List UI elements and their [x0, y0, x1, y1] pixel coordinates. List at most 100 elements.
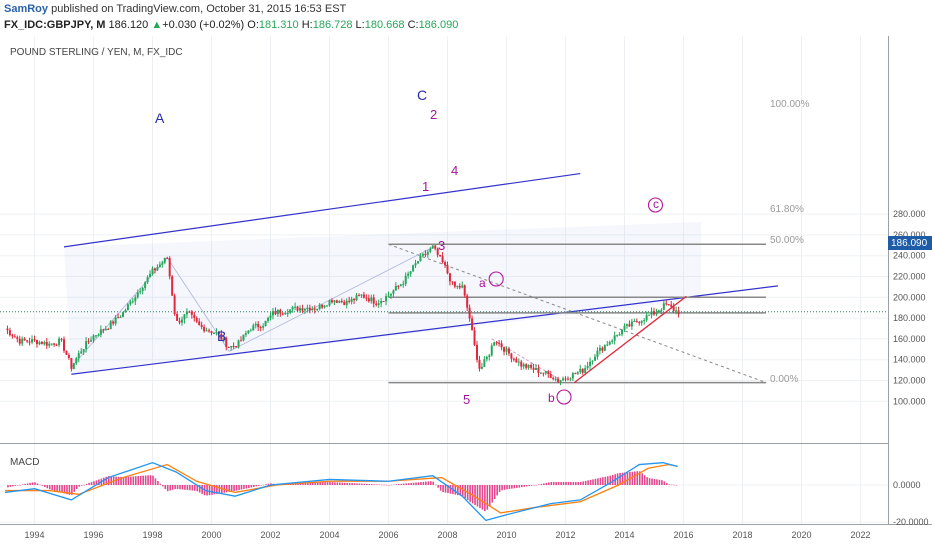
macd-histogram-bar	[665, 483, 668, 485]
candle-body	[294, 306, 297, 308]
price-change: +0.030 (+0.02%)	[162, 19, 245, 31]
macd-histogram-bar	[346, 482, 348, 485]
candle-body	[40, 342, 43, 345]
candle-body	[581, 368, 584, 373]
candle-body	[254, 323, 257, 326]
candle-body	[380, 300, 383, 304]
macd-histogram-bar	[243, 485, 245, 490]
wave-label-3: 3	[438, 238, 445, 253]
macd-layer	[4, 461, 678, 522]
macd-histogram-bar	[169, 485, 171, 491]
macd-histogram-bar	[611, 474, 614, 485]
candle-body	[468, 307, 471, 319]
macd-histogram-bar	[358, 483, 361, 485]
macd-histogram-bar	[343, 482, 346, 485]
macd-histogram-bar	[250, 485, 253, 488]
candle-body	[655, 312, 658, 315]
macd-histogram-bar	[427, 481, 430, 485]
macd-histogram-bar	[9, 485, 12, 487]
macd-histogram-bar	[233, 485, 235, 492]
macd-histogram-bar	[471, 485, 474, 504]
candle-body	[267, 318, 270, 321]
time-tick-label: 2012	[556, 530, 576, 540]
macd-histogram-bar	[166, 485, 169, 492]
candle-body	[402, 284, 405, 286]
macd-histogram-bar	[34, 482, 36, 485]
candle-body	[188, 311, 191, 313]
macd-pane-label: MACD	[10, 457, 39, 468]
macd-histogram-bar	[363, 483, 366, 485]
candle-body	[537, 368, 540, 373]
candle-body	[539, 372, 542, 374]
candle-body	[414, 263, 417, 266]
candle-body	[291, 307, 294, 310]
macd-histogram-bar	[270, 483, 272, 485]
macd-tick-label: 0.0000	[893, 480, 921, 490]
macd-histogram-bar	[609, 475, 612, 485]
candle-body	[38, 342, 41, 345]
candle-body	[355, 295, 358, 301]
macd-histogram-bar	[437, 485, 439, 488]
macd-histogram-bar	[31, 482, 34, 485]
author-name[interactable]: SamRoy	[4, 3, 49, 15]
price-tick-label: 240.000	[893, 251, 926, 261]
candle-body	[417, 261, 419, 264]
macd-histogram-bar	[240, 485, 243, 490]
candle-body	[348, 300, 351, 302]
candle-body	[439, 254, 442, 257]
macd-histogram-bar	[127, 476, 130, 485]
high-label: H:	[301, 19, 313, 31]
candle-body	[104, 328, 107, 331]
macd-histogram-bar	[238, 485, 240, 491]
candle-body	[377, 303, 380, 305]
macd-histogram-bar	[186, 485, 189, 491]
macd-histogram-bar	[582, 481, 584, 485]
candle-body	[594, 356, 596, 361]
macd-histogram-bar	[29, 482, 31, 485]
macd-histogram-bar	[144, 475, 147, 485]
price-tick-label: 120.000	[893, 376, 926, 386]
wave-circle-c	[647, 197, 664, 213]
candle-body	[242, 334, 245, 341]
macd-histogram-bar	[321, 482, 324, 485]
macd-histogram-bar	[196, 485, 199, 492]
candle-body	[220, 333, 223, 340]
candle-body	[306, 307, 309, 310]
candle-body	[549, 374, 552, 378]
macd-histogram-bar	[516, 485, 518, 488]
candle-body	[232, 345, 235, 347]
drawings-layer	[0, 172, 888, 405]
candle-body	[55, 344, 58, 346]
macd-histogram-bar	[673, 484, 675, 486]
candle-body	[625, 324, 628, 327]
candle-body	[205, 330, 208, 332]
candle-body	[90, 340, 93, 342]
candle-body	[208, 330, 211, 332]
price-tick-label: 100.000	[893, 396, 926, 406]
candle-body	[503, 347, 506, 352]
macd-histogram-bar	[252, 485, 255, 487]
macd-histogram-bar	[407, 483, 410, 485]
candle-body	[389, 293, 392, 296]
macd-histogram-bar	[474, 485, 476, 505]
candle-body	[372, 297, 375, 304]
candle-body	[80, 351, 83, 354]
macd-histogram-bar	[179, 485, 181, 490]
candle-body	[618, 334, 621, 336]
wave-label-2: 2	[430, 107, 437, 122]
candle-body	[333, 300, 336, 303]
close-label: C:	[407, 19, 419, 31]
candle-body	[328, 300, 331, 306]
macd-histogram-bar	[479, 485, 481, 509]
macd-histogram-bar	[324, 482, 326, 485]
candle-body	[392, 290, 395, 294]
macd-histogram-bar	[535, 484, 538, 486]
candle-body	[512, 358, 515, 360]
macd-histogram-bar	[606, 476, 609, 485]
macd-histogram-bar	[7, 485, 9, 488]
price-chart[interactable]: 100.000 120.000 140.000 160.000 180.000 200.0…	[0, 36, 932, 550]
candle-body	[225, 338, 228, 347]
macd-histogram-bar	[547, 482, 550, 485]
macd-tick-label: -20.0000	[893, 517, 929, 527]
time-tick-label: 2000	[202, 530, 222, 540]
